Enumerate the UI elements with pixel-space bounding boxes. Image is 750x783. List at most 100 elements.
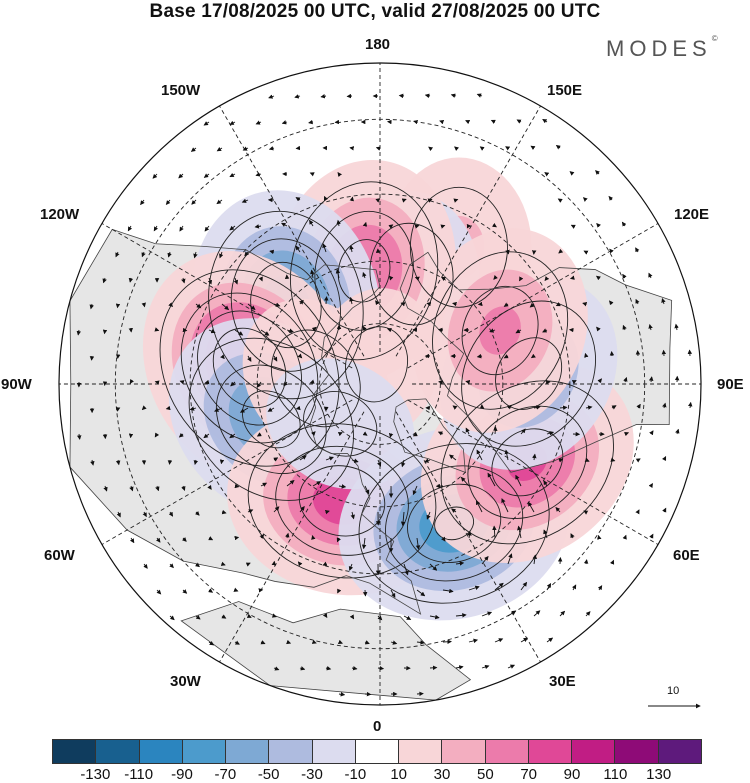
wind-vector — [439, 120, 445, 125]
wind-vectors — [76, 93, 693, 697]
wind-vector — [533, 405, 541, 410]
wind-vector — [476, 93, 483, 98]
wind-vector — [154, 432, 160, 438]
wind-vector — [335, 268, 341, 279]
wind-vector — [455, 613, 467, 618]
wind-vector — [229, 120, 236, 125]
wind-vector — [687, 401, 693, 409]
wind-vector — [416, 640, 425, 645]
wind-vector — [299, 455, 307, 461]
brand-mark: © — [711, 34, 718, 43]
anomaly-contour — [434, 506, 475, 541]
wind-vector — [208, 640, 215, 646]
wind-vector — [129, 485, 134, 492]
wind-vector — [493, 275, 498, 280]
wind-vector — [216, 147, 223, 152]
wind-vector — [116, 511, 121, 518]
wind-vector — [181, 277, 186, 284]
wind-vector — [115, 251, 120, 258]
wind-vector — [179, 380, 185, 385]
wind-vector — [377, 615, 383, 621]
wind-vector — [543, 480, 548, 487]
lon-label-120e: 120E — [674, 206, 710, 223]
lon-label-60e: 60E — [673, 547, 700, 564]
wind-vector — [322, 243, 327, 253]
wind-vector — [103, 485, 108, 492]
wind-vector — [295, 197, 301, 202]
colorbar-segment — [226, 740, 270, 763]
wind-vector — [424, 93, 431, 99]
wind-vector — [467, 531, 472, 539]
wind-vector — [348, 563, 354, 571]
wind-vector — [595, 275, 601, 281]
wind-vector — [155, 485, 160, 492]
wind-vector — [661, 298, 666, 305]
wind-vector — [507, 553, 513, 565]
wind-vector — [460, 476, 470, 487]
meridian-line — [407, 399, 659, 545]
anomaly-contour — [314, 210, 414, 331]
wind-vector — [557, 198, 563, 203]
wind-vector — [559, 610, 566, 617]
wind-vector — [505, 146, 511, 151]
brand-text: MODES — [606, 36, 712, 61]
wind-vector — [220, 354, 225, 360]
wind-vector — [532, 554, 538, 565]
wind-vector — [141, 302, 146, 308]
wind-vector — [635, 247, 640, 253]
wind-vector — [529, 302, 535, 308]
coastline — [180, 601, 472, 701]
wind-vector — [242, 146, 249, 151]
wind-vector — [583, 510, 589, 515]
wind-vector — [129, 378, 135, 384]
wind-vector — [532, 453, 537, 461]
wind-vector — [310, 431, 316, 436]
anomaly-contour — [385, 465, 524, 582]
wind-vector — [491, 222, 497, 228]
wind-vector — [271, 613, 277, 618]
wind-vector — [648, 483, 653, 489]
wind-vector — [555, 506, 561, 513]
wind-vector — [388, 275, 394, 281]
wind-vector — [89, 303, 94, 310]
wind-vector — [221, 614, 227, 619]
wind-vector — [546, 637, 554, 643]
wind-vector — [268, 94, 275, 99]
wind-vector — [165, 199, 171, 205]
wind-vector — [362, 271, 367, 279]
wind-vector — [169, 615, 175, 621]
anomaly-contour — [345, 326, 408, 403]
colorbar-tick-label: -10 — [344, 766, 367, 783]
wind-vector — [449, 454, 457, 461]
wind-vector — [362, 221, 368, 227]
wind-vector — [492, 525, 497, 539]
wind-vector — [429, 563, 438, 571]
anomaly-level — [479, 306, 521, 355]
colorbar-segment — [528, 740, 573, 763]
wind-vector — [281, 222, 288, 227]
wind-vector — [558, 458, 564, 463]
wind-vector — [336, 537, 341, 543]
wind-vector — [325, 456, 334, 461]
wind-vector — [609, 300, 614, 306]
anomaly-contour — [358, 443, 550, 604]
wind-vector — [530, 145, 536, 151]
contour-layer — [159, 181, 614, 604]
anomaly-contour — [289, 181, 439, 361]
wind-vector — [128, 277, 134, 283]
wind-vector — [364, 485, 370, 495]
wind-vector — [558, 248, 564, 254]
wind-vector — [507, 664, 516, 669]
colorbar-tick-label: -90 — [171, 766, 193, 783]
wind-vector — [324, 509, 330, 515]
wind-vector — [583, 559, 589, 565]
wind-vector — [476, 353, 483, 359]
wind-vector — [154, 327, 160, 332]
wind-vector — [450, 93, 457, 98]
wind-vector — [649, 430, 654, 436]
wind-vector — [609, 559, 615, 565]
wind-vector — [494, 638, 504, 643]
lon-label-0: 0 — [373, 718, 382, 735]
wind-vector — [400, 511, 406, 527]
wind-vector — [320, 93, 327, 99]
